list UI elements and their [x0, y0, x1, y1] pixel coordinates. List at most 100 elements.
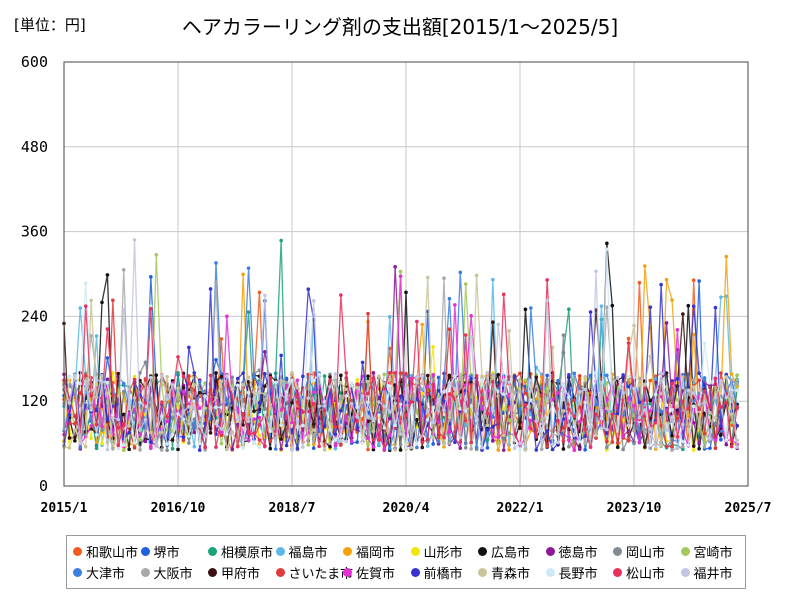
data-point: [322, 404, 327, 408]
y-axis: 0 120 240 360 480 600: [21, 53, 48, 495]
data-point: [94, 395, 99, 400]
data-point: [301, 423, 305, 428]
data-point: [713, 415, 718, 420]
data-point: [675, 435, 680, 439]
data-point: [496, 448, 501, 452]
data-point: [203, 381, 207, 385]
data-point: [539, 439, 544, 443]
data-point: [235, 376, 240, 381]
data-point: [263, 398, 267, 402]
data-point: [360, 394, 365, 398]
legend-item: 宮崎市: [680, 542, 733, 561]
data-point: [485, 446, 490, 450]
data-point: [339, 443, 343, 447]
data-point: [246, 419, 251, 424]
data-point: [594, 402, 598, 407]
data-point: [208, 397, 213, 402]
data-point: [637, 415, 642, 420]
data-point: [187, 441, 191, 445]
data-point: [626, 341, 631, 345]
data-point: [111, 442, 115, 447]
data-point: [561, 439, 566, 443]
data-point: [279, 392, 283, 397]
data-point: [393, 426, 397, 430]
data-point: [263, 384, 267, 389]
legend-marker: [410, 547, 420, 556]
data-point: [659, 443, 663, 448]
data-point: [311, 378, 316, 383]
data-point: [702, 389, 707, 393]
data-point: [681, 444, 685, 449]
data-point: [561, 382, 566, 387]
data-point: [317, 444, 321, 449]
data-point: [67, 436, 72, 440]
data-point: [697, 371, 701, 376]
legend-item: 長野市: [545, 563, 598, 582]
x-axis: 2015/1 2016/10 2018/7 2020/4 2022/1 2023/10 20…: [41, 501, 772, 516]
data-point: [225, 374, 229, 378]
data-point: [382, 386, 387, 391]
legend-item: 和歌山市: [73, 542, 138, 561]
data-point: [577, 374, 582, 378]
data-point: [480, 374, 484, 379]
data-point: [670, 448, 674, 452]
data-point: [425, 275, 430, 280]
data-point: [675, 446, 680, 450]
data-point: [415, 319, 419, 324]
data-point: [708, 405, 712, 409]
data-point: [279, 437, 283, 441]
data-point: [659, 423, 663, 428]
data-point: [664, 444, 669, 449]
data-point: [615, 445, 620, 449]
data-point: [252, 390, 256, 395]
data-point: [214, 422, 218, 426]
data-point: [83, 304, 88, 308]
data-point: [366, 436, 370, 441]
data-point: [263, 410, 267, 415]
data-point: [284, 414, 289, 419]
data-point: [626, 336, 631, 341]
data-point: [187, 404, 191, 409]
data-point: [686, 429, 691, 434]
data-point: [165, 415, 169, 419]
data-point: [89, 298, 93, 303]
data-point: [735, 423, 739, 428]
series-lines: [62, 238, 739, 453]
y-tick-label: 240: [21, 307, 48, 325]
data-point: [605, 247, 609, 252]
data-point: [398, 394, 403, 398]
data-point: [491, 320, 495, 324]
data-point: [507, 418, 511, 423]
x-tick-label: 2015/1: [41, 501, 88, 516]
data-point: [577, 419, 582, 424]
data-point: [491, 277, 495, 282]
data-point: [615, 411, 620, 416]
data-point: [691, 332, 696, 337]
data-point: [143, 428, 148, 433]
data-point: [415, 408, 419, 413]
data-point: [670, 298, 674, 302]
data-point: [105, 273, 110, 277]
data-point: [691, 304, 696, 309]
data-point: [311, 442, 316, 447]
legend-label: 宮崎市: [693, 546, 733, 561]
data-point: [458, 372, 463, 377]
unit-label: [単位：円]: [14, 16, 86, 34]
data-point: [371, 445, 376, 449]
data-point: [295, 385, 300, 390]
data-point: [664, 277, 669, 282]
data-point: [78, 445, 83, 450]
legend-item: 青森市: [478, 563, 530, 582]
data-point: [583, 387, 587, 392]
data-point: [208, 287, 213, 291]
data-point: [290, 420, 294, 425]
data-point: [214, 371, 218, 375]
y-tick-label: 480: [21, 138, 48, 156]
data-point: [73, 373, 77, 378]
data-point: [681, 422, 685, 427]
data-point: [518, 441, 522, 446]
data-point: [355, 425, 359, 430]
legend-label: 長野市: [558, 567, 598, 582]
data-point: [192, 406, 197, 411]
data-point: [491, 375, 495, 379]
